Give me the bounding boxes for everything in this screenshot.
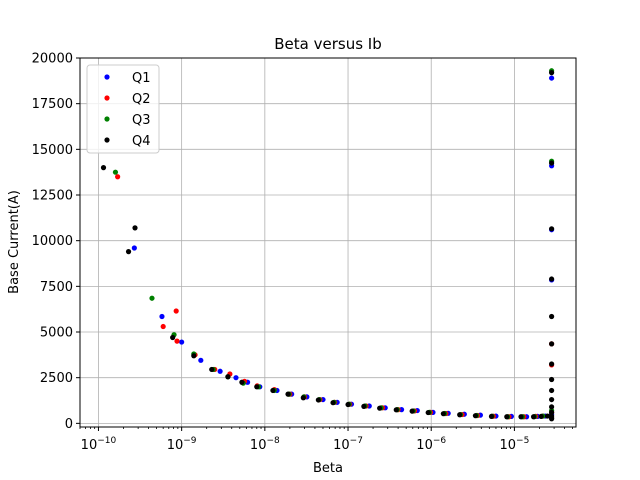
y-tick-label: 17500 — [32, 97, 73, 112]
y-tick-label: 2500 — [40, 371, 73, 386]
data-point-q4 — [170, 334, 176, 341]
data-point-q2 — [115, 174, 121, 180]
data-point-q3 — [149, 295, 155, 301]
data-point-q4 — [530, 414, 537, 420]
data-point-q4 — [538, 413, 544, 420]
data-point-q1 — [159, 313, 165, 320]
series-q4 — [100, 70, 555, 422]
legend: Q1 Q2 Q3 Q4 — [86, 64, 160, 154]
y-tick-label: 12500 — [32, 189, 73, 204]
x-tick-label: 10−6 — [416, 436, 446, 453]
data-point-q4 — [549, 416, 555, 422]
data-point-q4 — [549, 396, 555, 403]
data-point-q4 — [504, 414, 510, 420]
data-point-q4 — [345, 401, 351, 408]
legend-marker-q4 — [104, 137, 110, 143]
data-point-q1 — [217, 368, 223, 374]
data-point-q4 — [132, 225, 138, 231]
data-point-q4 — [549, 226, 555, 232]
x-axis-ticks: 10−10 10−9 10−8 10−7 10−6 10−5 — [79, 427, 573, 453]
y-axis-ticks: 0 2500 5000 7500 10000 12500 15000 17500 20000 — [32, 52, 80, 432]
data-point-q1 — [233, 375, 239, 381]
y-tick-label: 7500 — [40, 280, 73, 295]
data-point-q4 — [549, 404, 555, 410]
data-point-q4 — [549, 160, 555, 166]
data-point-q4 — [549, 409, 555, 415]
data-point-q4 — [361, 403, 367, 409]
data-point-q1 — [131, 245, 137, 251]
data-point-q4 — [549, 341, 555, 347]
legend-label-q4: Q4 — [132, 134, 151, 149]
legend-label-q1: Q1 — [132, 71, 151, 86]
data-point-q1 — [549, 75, 555, 81]
data-point-q1 — [198, 357, 204, 363]
x-tick-label: 10−5 — [499, 436, 529, 453]
data-point-q4 — [125, 249, 132, 255]
data-point-q1 — [179, 339, 185, 345]
data-point-q4 — [100, 165, 107, 171]
legend-label-q3: Q3 — [132, 113, 151, 128]
data-points — [100, 68, 555, 422]
data-point-q4 — [549, 70, 555, 76]
data-point-q4 — [377, 405, 383, 411]
data-point-q2 — [160, 323, 166, 330]
legend-marker-q3 — [104, 116, 110, 122]
data-point-q4 — [330, 400, 336, 406]
data-point-q4 — [544, 413, 551, 419]
data-point-q4 — [393, 407, 399, 413]
data-point-q4 — [457, 412, 463, 418]
x-tick-label: 10−8 — [250, 436, 280, 453]
x-axis-title: Beta — [313, 461, 343, 476]
data-point-q4 — [254, 384, 260, 390]
plot-area-frame — [79, 57, 577, 428]
legend-marker-q1 — [104, 74, 110, 80]
x-tick-label: 10−10 — [81, 436, 117, 453]
data-point-q4 — [472, 413, 479, 419]
y-tick-label: 15000 — [32, 143, 73, 158]
y-tick-label: 10000 — [32, 234, 73, 249]
data-point-q3 — [112, 169, 119, 175]
data-point-q4 — [518, 414, 524, 420]
data-point-q4 — [425, 409, 431, 416]
data-point-q4 — [239, 379, 245, 385]
data-point-q4 — [270, 387, 276, 394]
data-point-q4 — [549, 387, 555, 394]
data-point-q4 — [549, 276, 555, 282]
legend-box — [86, 64, 160, 154]
y-axis-title: Base Current(A) — [7, 190, 22, 294]
data-point-q4 — [549, 313, 555, 320]
data-point-q2 — [173, 308, 179, 314]
y-tick-label: 20000 — [32, 52, 73, 67]
data-point-q2 — [174, 338, 180, 344]
data-point-q4 — [225, 374, 231, 380]
data-point-q4 — [409, 408, 415, 414]
legend-label-q2: Q2 — [132, 92, 151, 107]
y-tick-label: 0 — [65, 417, 73, 432]
data-point-q4 — [315, 397, 321, 403]
data-point-q4 — [209, 366, 215, 373]
x-tick-label: 10−9 — [167, 436, 197, 453]
data-point-q4 — [285, 391, 291, 397]
x-tick-label: 10−7 — [333, 436, 363, 453]
data-point-q4 — [488, 413, 495, 420]
data-point-q4 — [549, 376, 555, 383]
legend-marker-q2 — [104, 95, 110, 101]
data-point-q4 — [549, 361, 555, 367]
data-point-q4 — [440, 411, 446, 417]
chart-title: Beta versus Ib — [274, 35, 381, 53]
y-tick-label: 5000 — [40, 326, 73, 341]
data-point-q4 — [191, 353, 197, 359]
data-point-q4 — [300, 395, 306, 401]
